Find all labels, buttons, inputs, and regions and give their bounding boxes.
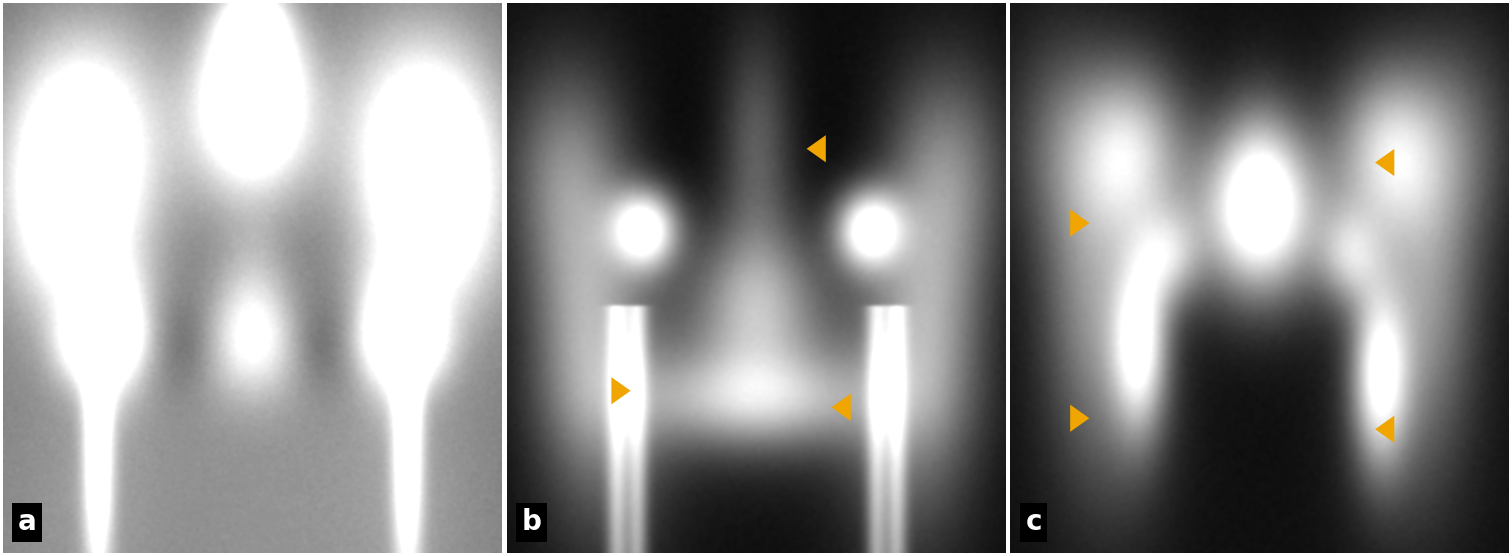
Polygon shape	[832, 394, 851, 421]
Text: c: c	[1025, 509, 1042, 537]
Polygon shape	[1374, 149, 1394, 176]
Polygon shape	[1070, 405, 1089, 432]
Polygon shape	[1070, 210, 1089, 237]
Polygon shape	[806, 135, 826, 162]
Text: a: a	[18, 509, 36, 537]
Polygon shape	[1374, 416, 1394, 443]
Polygon shape	[611, 377, 631, 404]
Text: b: b	[522, 509, 541, 537]
